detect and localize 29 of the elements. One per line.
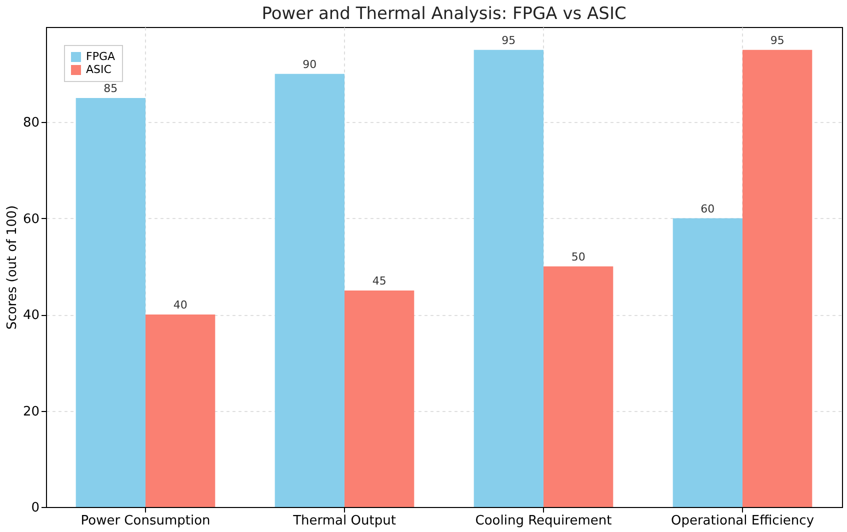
x-tick-label: Operational Efficiency bbox=[670, 514, 814, 528]
data-label: 50 bbox=[571, 250, 586, 264]
y-tick-label: 0 bbox=[31, 500, 40, 516]
legend-label: ASIC bbox=[86, 63, 112, 76]
y-tick-label: 60 bbox=[22, 212, 40, 227]
bar bbox=[544, 266, 614, 507]
bar bbox=[344, 290, 414, 507]
data-label: 95 bbox=[770, 34, 784, 47]
data-label: 95 bbox=[502, 34, 516, 47]
y-tick-label: 80 bbox=[22, 116, 40, 131]
x-tick-label: Thermal Output bbox=[292, 514, 396, 528]
bar bbox=[672, 218, 742, 507]
y-tick-label: 20 bbox=[22, 404, 40, 420]
data-label: 85 bbox=[104, 82, 118, 95]
y-axis-title: Scores (out of 100) bbox=[4, 205, 20, 330]
x-tick-label: Power Consumption bbox=[80, 514, 210, 528]
bar bbox=[274, 74, 344, 507]
data-label: 45 bbox=[372, 274, 386, 288]
bar bbox=[474, 50, 544, 507]
legend-label: FPGA bbox=[86, 50, 116, 63]
x-tick-label: Cooling Requirement bbox=[475, 514, 612, 528]
chart-title: Power and Thermal Analysis: FPGA vs ASIC bbox=[262, 4, 626, 24]
data-label: 60 bbox=[700, 202, 715, 216]
y-tick-label: 40 bbox=[22, 308, 40, 324]
data-label: 90 bbox=[302, 58, 317, 71]
bar bbox=[146, 314, 216, 507]
bar bbox=[742, 50, 812, 507]
data-label: 40 bbox=[173, 298, 188, 312]
bar bbox=[76, 98, 146, 507]
